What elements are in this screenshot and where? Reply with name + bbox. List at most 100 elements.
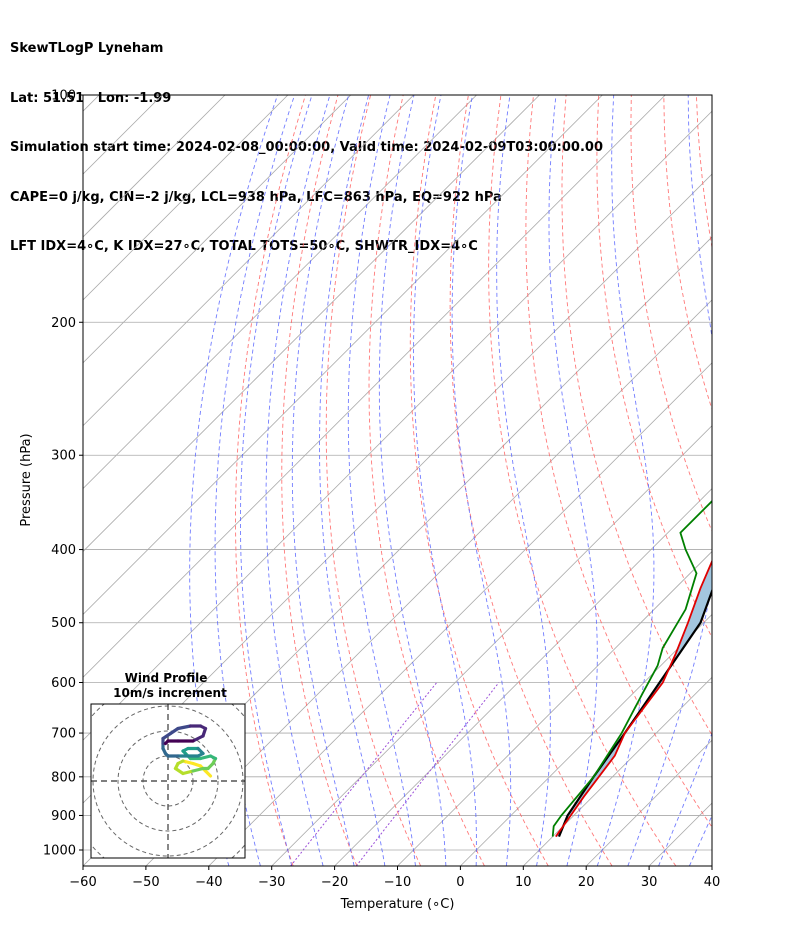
wind-barb-flag [736, 732, 737, 742]
wind-barb-flag [736, 702, 737, 712]
wind-barb-flag [740, 454, 743, 464]
dry-adiabat-line [729, 95, 794, 866]
wind-barb-staff [711, 395, 712, 397]
x-tick-label: 40 [704, 875, 721, 890]
wind-barb [711, 702, 741, 714]
wind-barb [711, 330, 743, 347]
moist-adiabat-line [752, 95, 794, 866]
wind-barb [711, 168, 712, 169]
wind-barb-flag [739, 230, 741, 240]
wind-barb-flag [741, 800, 743, 810]
y-tick-label: 800 [51, 770, 76, 785]
isotherm-line [334, 488, 712, 866]
hodograph-segment [181, 759, 195, 766]
wind-barb-half-flag [733, 583, 735, 588]
y-tick-label: 600 [51, 676, 76, 691]
wind-barb-flag [736, 779, 741, 788]
moist-adiabat-line [240, 95, 313, 866]
hodograph-title: Wind Profile [125, 671, 208, 685]
hodograph: Wind Profile 10m/s increment [90, 671, 246, 859]
moist-adiabat-line [688, 814, 712, 866]
wind-barb-flag [741, 822, 743, 832]
moist-adiabat-line [496, 95, 551, 866]
dry-adiabat-line [663, 95, 712, 411]
hodograph-segment [198, 754, 213, 761]
wind-barb [711, 486, 743, 503]
dry-adiabat-line [561, 95, 712, 736]
wind-barb [711, 573, 743, 593]
cape-fill [555, 561, 712, 837]
x-tick-label: −50 [132, 875, 159, 890]
x-tick-label: 10 [515, 875, 532, 890]
moist-adiabat-line [265, 95, 331, 866]
x-axis-label: Temperature (∘C) [340, 897, 455, 912]
isotherm-line [83, 95, 352, 364]
isotherm-line [711, 865, 712, 866]
wind-barb-flag [740, 704, 741, 714]
parcel-line [557, 588, 712, 838]
wind-barb-flag [738, 820, 740, 830]
dry-adiabat-line [325, 95, 422, 866]
wind-barb-staff [711, 287, 712, 289]
wind-barb-flag [735, 405, 739, 415]
wind-barb-flag [738, 798, 740, 808]
isotherm-line [83, 95, 540, 553]
hodograph-segment [181, 769, 195, 776]
x-tick-label: −60 [69, 875, 96, 890]
wind-barb-flag [736, 118, 738, 128]
wind-barb-staff [711, 815, 712, 817]
wind-barb-flag [738, 408, 742, 418]
wind-barb [711, 287, 740, 303]
moist-adiabat-line [189, 95, 279, 866]
wind-barb-staff [711, 629, 712, 630]
wind-barb-flag [740, 583, 743, 593]
y-tick-label: 900 [51, 809, 76, 824]
wind-barb-staff [711, 733, 712, 734]
dry-adiabat-line [525, 95, 712, 828]
header-indices-line: LFT IDX=4∘C, K IDX=27∘C, TOTAL TOTS=50∘C… [10, 239, 478, 254]
wind-barb-flag [741, 636, 743, 646]
wind-barb-half-flag [735, 823, 736, 828]
wind-barb-flag [735, 796, 737, 806]
isotherm-line [83, 95, 289, 301]
wind-barb-flag [738, 293, 740, 303]
wind-barb-flag [737, 581, 740, 591]
wind-barb-flag [741, 493, 743, 503]
wind-barb [711, 227, 741, 240]
hodograph-segment [191, 766, 205, 773]
wind-barb [711, 665, 740, 681]
moist-adiabat-line [451, 95, 512, 866]
dry-adiabat-line [368, 95, 485, 866]
dry-adiabat-line [281, 95, 358, 866]
header-location: Lat: 51.51 Lon: -1.99 [10, 90, 172, 106]
x-tick-label: 20 [578, 875, 595, 890]
moist-adiabat-line [378, 95, 447, 866]
wind-barb-flag [733, 872, 738, 881]
wind-barb-flag [744, 119, 746, 129]
y-tick-label: 1000 [43, 844, 76, 859]
wind-barb-staff [711, 703, 712, 705]
dry-adiabat-line [596, 95, 712, 639]
dry-adiabat-line [235, 95, 306, 866]
isotherm-line [83, 95, 414, 427]
wind-barb-flag [741, 337, 743, 347]
wind-barb-staff [711, 227, 712, 229]
wind-barb-staff [711, 523, 712, 525]
wind-barb [711, 395, 742, 418]
wind-barb-flag [733, 776, 738, 785]
isotherm-line [145, 299, 712, 866]
isotherm-line [83, 110, 712, 741]
wind-barb-flag [738, 671, 740, 681]
header-title: SkewTLogP Lyneham [10, 41, 164, 56]
wind-barb [711, 629, 743, 646]
mixing-ratio-line [290, 682, 438, 866]
dry-adiabat-line [488, 95, 677, 866]
wind-barb-staff [711, 330, 712, 332]
wind-barb-flag [734, 854, 740, 863]
wind-barb-flag [738, 335, 740, 345]
wind-barb-flag [735, 333, 737, 343]
moist-adiabat-line [413, 95, 477, 866]
dry-adiabat-line [630, 95, 712, 533]
x-tick-label: 30 [641, 875, 658, 890]
x-tick-label: −40 [195, 875, 222, 890]
